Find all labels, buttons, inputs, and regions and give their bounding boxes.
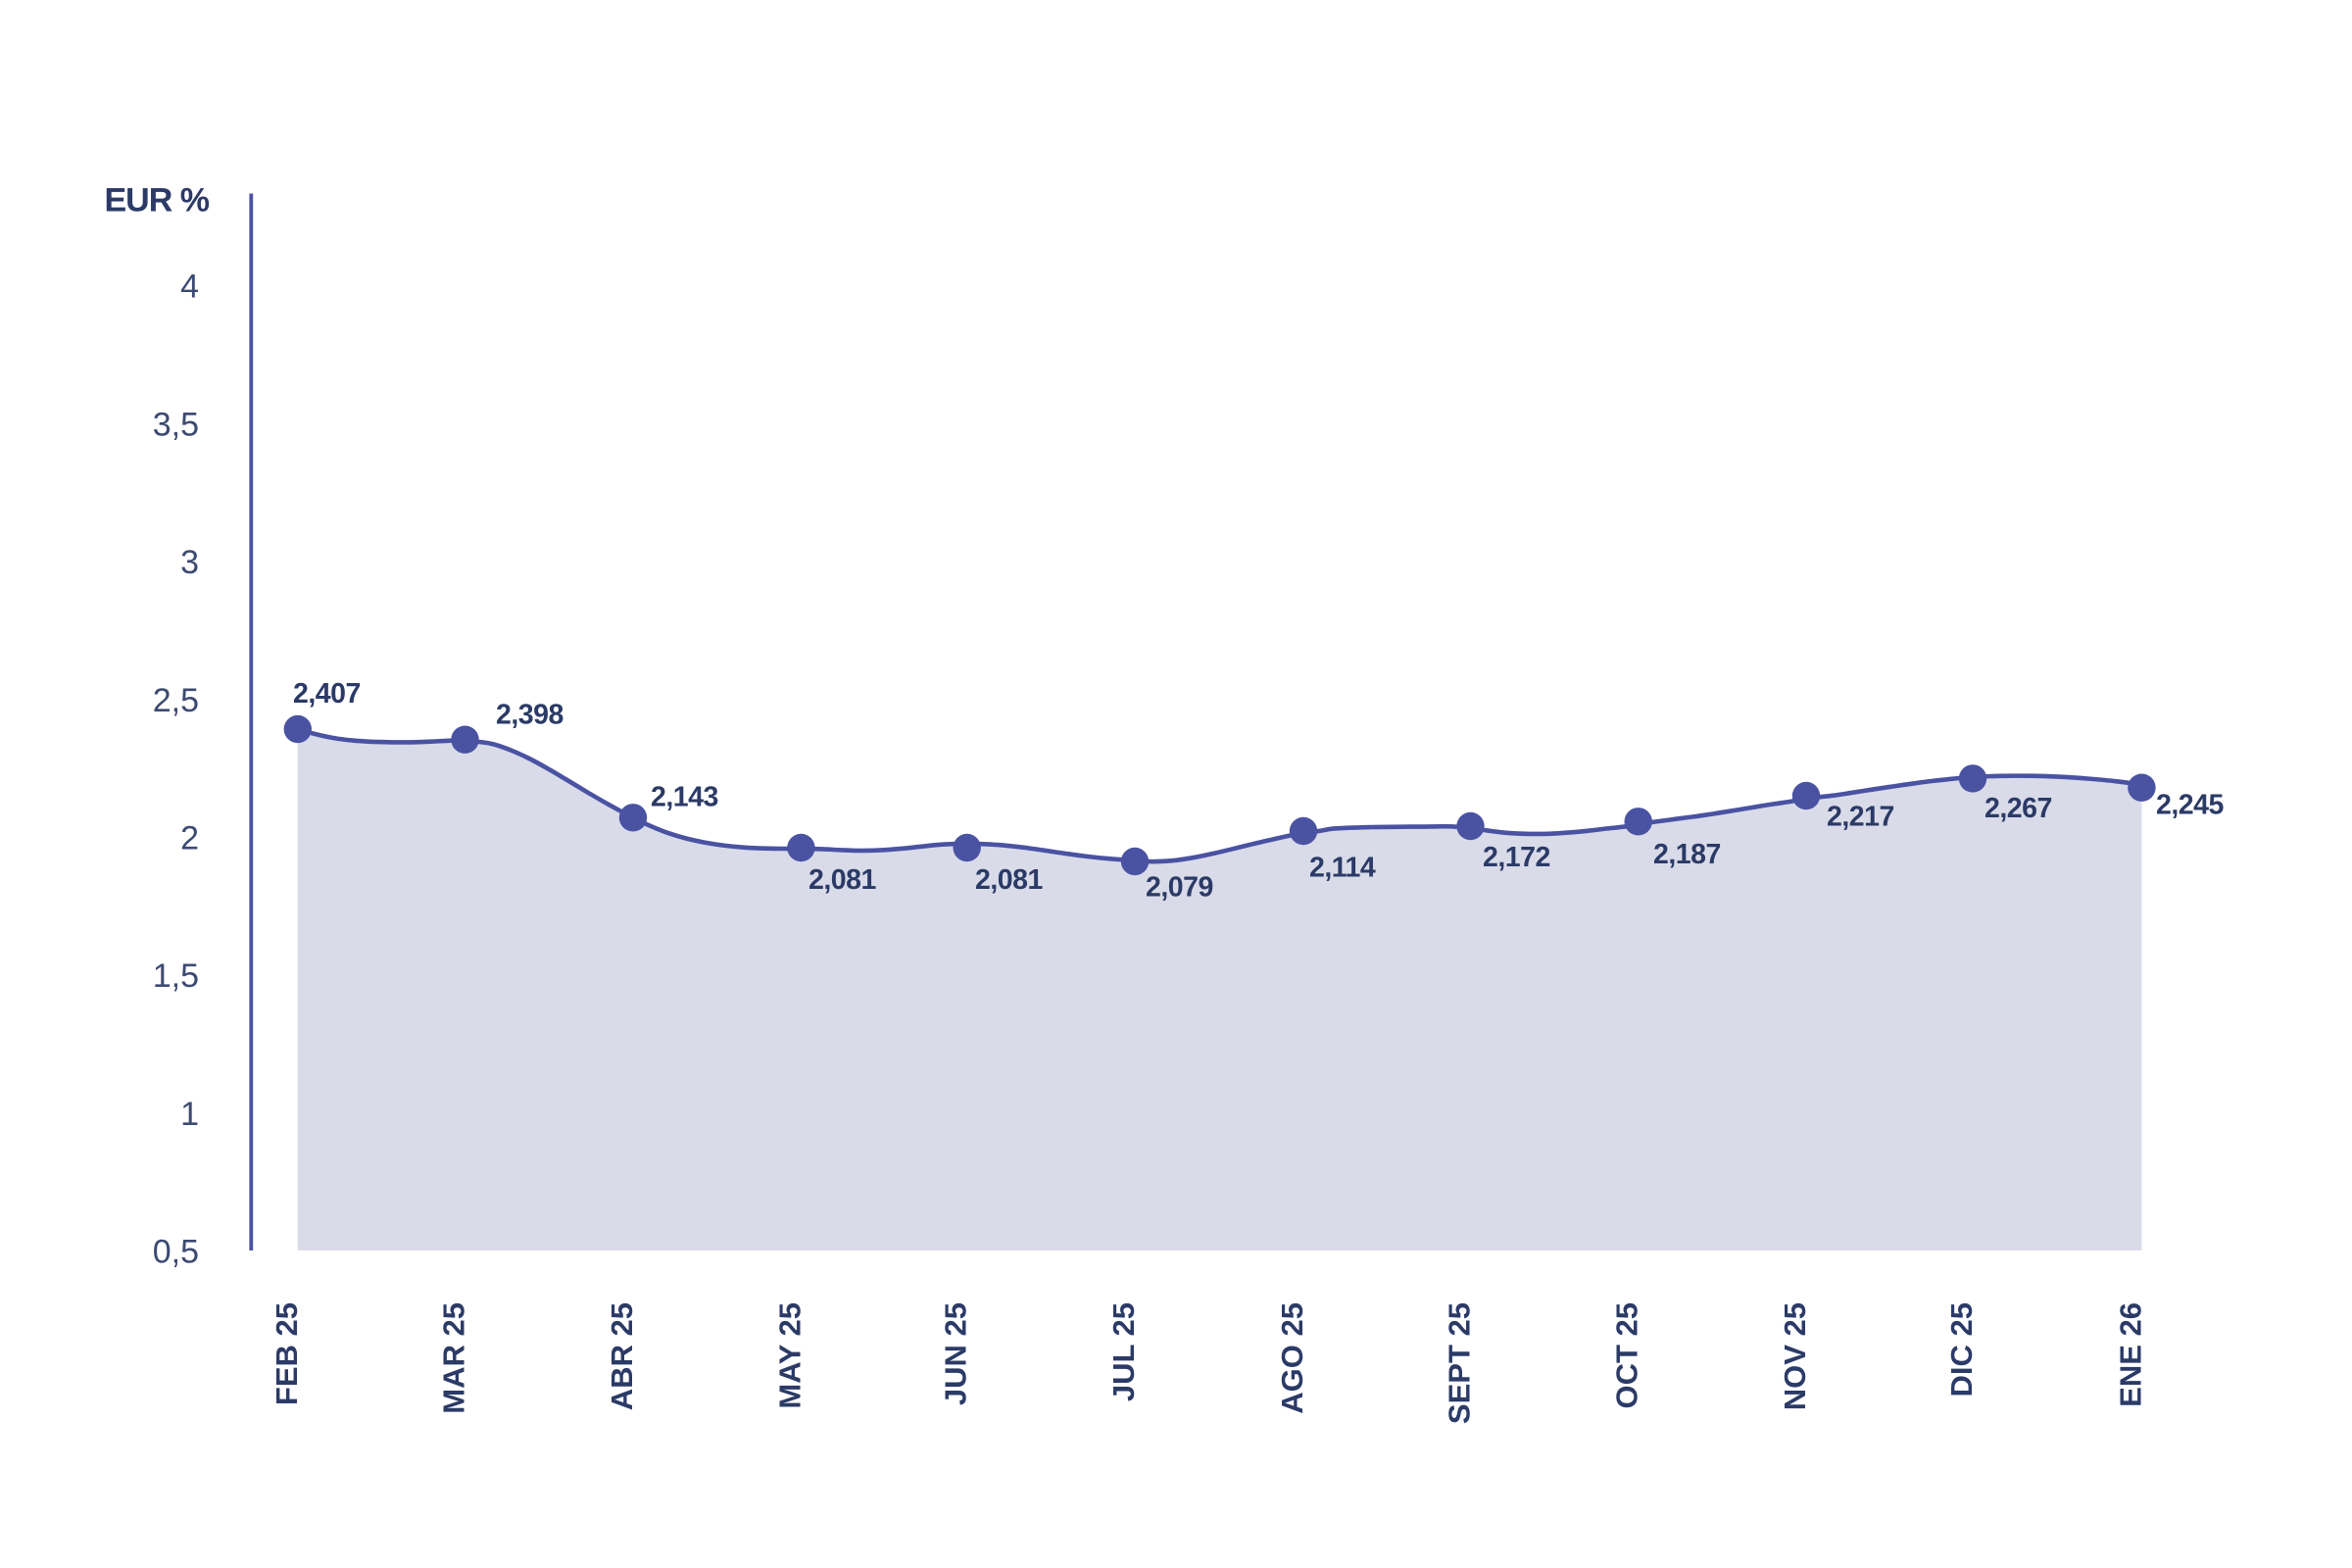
svg-text:2,5: 2,5 [153,682,199,719]
svg-text:OCT 25: OCT 25 [1610,1302,1644,1409]
svg-text:3,5: 3,5 [153,406,199,443]
svg-text:2,398: 2,398 [496,700,564,731]
svg-text:AGO 25: AGO 25 [1275,1302,1309,1414]
svg-text:4: 4 [180,269,199,306]
svg-text:ENE 26: ENE 26 [2113,1302,2147,1407]
svg-text:1: 1 [180,1096,199,1133]
svg-text:2,114: 2,114 [1309,852,1376,883]
svg-text:JUL 25: JUL 25 [1106,1302,1141,1401]
svg-text:EUR %: EUR % [105,182,210,220]
svg-text:2,172: 2,172 [1483,842,1550,873]
svg-text:DIC 25: DIC 25 [1944,1302,1979,1396]
svg-text:SEPT 25: SEPT 25 [1443,1302,1477,1424]
svg-text:2,407: 2,407 [293,678,361,710]
svg-text:1,5: 1,5 [153,957,199,995]
svg-text:ABR 25: ABR 25 [605,1302,639,1410]
svg-text:2,081: 2,081 [808,864,876,896]
svg-text:FEB 25: FEB 25 [270,1302,304,1405]
svg-text:2,079: 2,079 [1146,872,1213,904]
svg-text:2,267: 2,267 [1984,793,2052,824]
svg-text:2,245: 2,245 [2156,790,2224,821]
svg-text:JUN 25: JUN 25 [939,1302,973,1405]
svg-text:2,187: 2,187 [1653,839,1721,870]
svg-text:2: 2 [180,820,199,858]
svg-text:MAR 25: MAR 25 [437,1302,471,1414]
svg-text:2,217: 2,217 [1827,802,1894,833]
svg-text:2,143: 2,143 [651,782,718,813]
svg-text:2,081: 2,081 [975,864,1043,896]
svg-text:MAY 25: MAY 25 [772,1302,807,1409]
svg-text:0,5: 0,5 [153,1234,199,1271]
svg-text:3: 3 [180,544,199,581]
svg-text:NOV 25: NOV 25 [1778,1302,1812,1410]
